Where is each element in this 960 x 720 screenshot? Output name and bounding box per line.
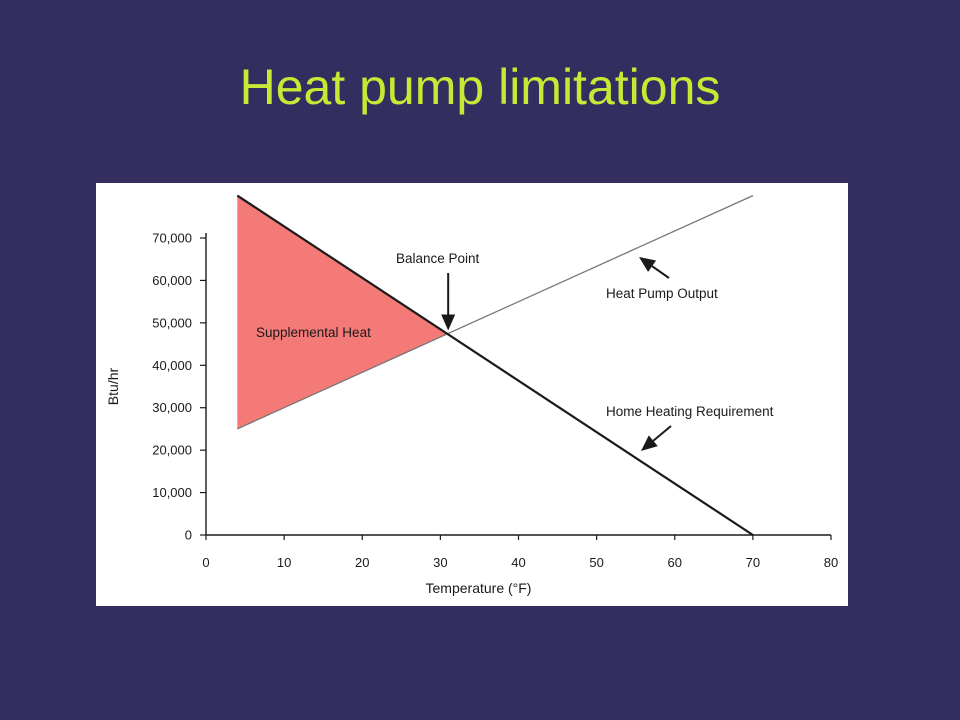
supplemental-heat-region — [237, 195, 449, 429]
home-heating-requirement-line — [236, 194, 754, 536]
heat-pump-output-line — [237, 195, 754, 430]
x-tick-label: 10 — [277, 555, 291, 570]
heat-pump-output-arrow-head — [639, 257, 657, 272]
y-axis-title: Btu/hr — [105, 367, 121, 405]
x-tick-label: 80 — [824, 555, 838, 570]
axes-group: 0 10,000 20,000 30,000 40,000 50,000 60,000 70,… — [105, 231, 838, 597]
y-tick-label: 20,000 — [152, 443, 192, 458]
x-tick-label: 0 — [202, 555, 209, 570]
y-tick-label: 0 — [185, 528, 192, 543]
slide-title: Heat pump limitations — [239, 59, 721, 115]
balance-point-arrow — [441, 273, 456, 331]
y-tick-label: 70,000 — [152, 231, 192, 246]
heat-pump-output-arrow — [639, 257, 670, 279]
balance-point-label: Balance Point — [396, 251, 480, 266]
x-tick-label: 70 — [746, 555, 760, 570]
x-tick-label: 20 — [355, 555, 369, 570]
shaded-region-group — [237, 195, 449, 429]
balance-point-arrow-head — [441, 314, 456, 331]
home-heating-requirement-label: Home Heating Requirement — [606, 404, 774, 419]
x-axis-title: Temperature (°F) — [426, 580, 532, 596]
y-tick-label: 10,000 — [152, 485, 192, 500]
heat-pump-output-arrow-shaft — [651, 265, 670, 279]
supplemental-heat-label: Supplemental Heat — [256, 325, 371, 340]
home-heating-requirement-arrow-head — [641, 435, 658, 451]
chart-panel: 0 10,000 20,000 30,000 40,000 50,000 60,000 70,… — [96, 183, 848, 606]
home-heating-requirement-arrow — [641, 425, 672, 451]
heat-pump-chart: 0 10,000 20,000 30,000 40,000 50,000 60,000 70,… — [105, 194, 838, 597]
series-group — [236, 194, 754, 536]
x-tick-label: 30 — [433, 555, 447, 570]
x-tick-label: 50 — [589, 555, 603, 570]
x-tick-label: 40 — [511, 555, 525, 570]
y-tick-label: 30,000 — [152, 400, 192, 415]
y-tick-label: 60,000 — [152, 273, 192, 288]
annotation-group: Balance Point Heat Pump Output Home Heatin… — [256, 251, 774, 451]
x-tick-label: 60 — [668, 555, 682, 570]
y-tick-label: 50,000 — [152, 315, 192, 330]
y-tick-label: 40,000 — [152, 358, 192, 373]
home-heating-requirement-arrow-shaft — [652, 425, 672, 442]
heat-pump-output-label: Heat Pump Output — [606, 286, 718, 301]
